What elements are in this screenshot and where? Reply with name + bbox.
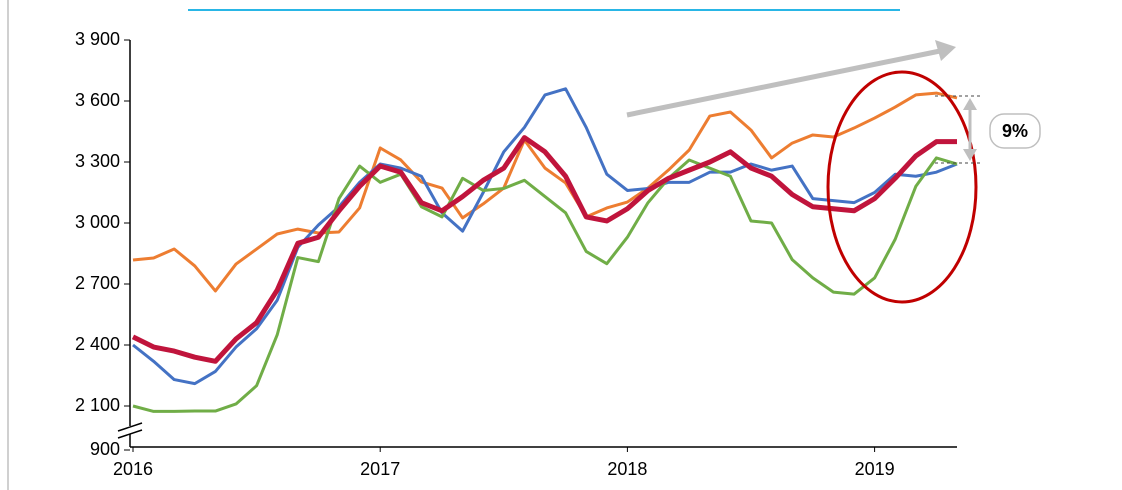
x-tick-label: 2018 [607, 459, 647, 479]
annotation-box [989, 113, 1041, 149]
y-tick-label: 2 700 [75, 273, 120, 293]
y-tick-label: 3 600 [75, 90, 120, 110]
annotation: 9% [1002, 121, 1028, 141]
series-line [132, 87, 958, 386]
y-tick-label: 900 [90, 439, 120, 459]
y-tick-label: 2 100 [75, 395, 120, 415]
x-tick-label: 2017 [360, 459, 400, 479]
gap-arrow-head [963, 98, 977, 110]
y-tick-label: 3 000 [75, 212, 120, 232]
axis-break [117, 429, 143, 439]
x-tick-label: 2016 [113, 459, 153, 479]
y-tick-label: 3 900 [75, 29, 120, 49]
trend-arrow-head [935, 40, 956, 61]
y-tick-label: 2 400 [75, 334, 120, 354]
gap-arrow-head [963, 149, 977, 161]
plot-area: 900 2 100 2 400 2 700 3 000 3 300 3 600 3 900 20… [75, 29, 958, 479]
series-line [132, 91, 958, 293]
axis-break [117, 422, 143, 432]
axis-break-gap [118, 426, 142, 434]
highlight-ellipse [826, 70, 978, 304]
y-tick-label: 3 300 [75, 151, 120, 171]
x-tick-label: 2019 [855, 459, 895, 479]
series-line [131, 135, 957, 364]
series-line [132, 156, 958, 413]
trend-arrow [626, 48, 941, 118]
